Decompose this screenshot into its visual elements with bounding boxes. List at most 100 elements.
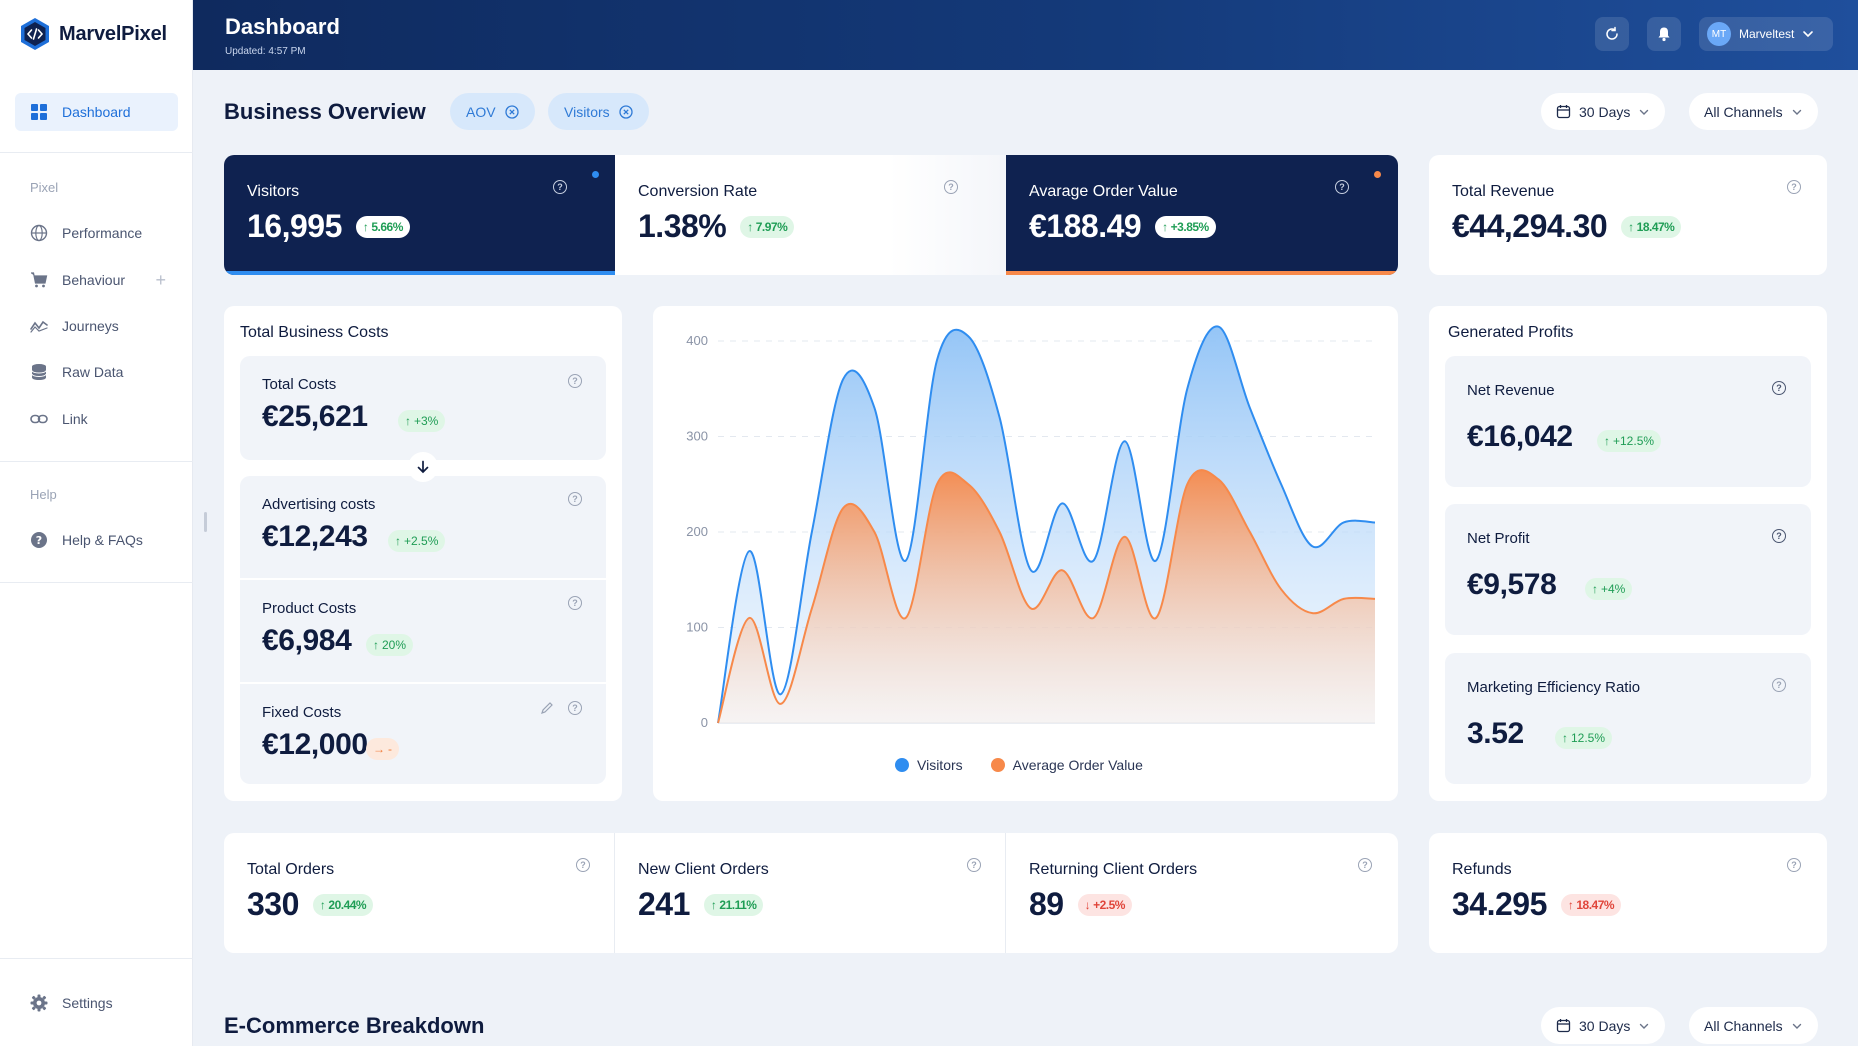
area-chart[interactable]: 0 100 200 300 400 xyxy=(653,306,1398,746)
kpi-change-badge: ↑ 18.47% xyxy=(1560,893,1622,916)
kpi-value-row: 241 ↑ 21.11% xyxy=(638,886,764,923)
notifications-button[interactable] xyxy=(1647,17,1681,51)
sidebar-resize-handle[interactable] xyxy=(204,512,207,532)
info-icon[interactable]: ? xyxy=(967,858,981,872)
card-title: Total Business Costs xyxy=(240,324,389,341)
profit-item-net-profit[interactable]: Net Profit €9,578 ↑ +4% ? xyxy=(1445,504,1811,635)
cost-item-fixed[interactable]: Fixed Costs €12,000 → - ? xyxy=(240,684,606,784)
profit-label: Net Profit xyxy=(1467,530,1530,547)
user-menu[interactable]: MT Marveltest xyxy=(1699,17,1833,51)
info-icon[interactable]: ? xyxy=(553,180,567,194)
sidebar-item-label: Behaviour xyxy=(62,272,126,288)
ecommerce-channel-dropdown[interactable]: All Channels xyxy=(1689,1007,1818,1044)
cost-change: +2.5% xyxy=(404,534,439,548)
info-icon[interactable]: ? xyxy=(568,374,582,388)
cost-item-total-costs[interactable]: Total Costs €25,621 ↑ +3% ? xyxy=(240,356,606,460)
info-icon[interactable]: ? xyxy=(568,596,582,610)
y-tick-label: 100 xyxy=(686,620,708,635)
kpi-card-total-revenue[interactable]: Total Revenue €44,294.30 ↑ 18.47% ? xyxy=(1429,155,1827,275)
kpi-value: 1.38% xyxy=(638,208,727,244)
profit-change: +12.5% xyxy=(1613,434,1655,448)
kpi-card-refunds[interactable]: Refunds 34.295 ↑ 18.47% ? xyxy=(1429,833,1827,953)
cost-label: Total Costs xyxy=(262,376,337,393)
kpi-card-new-client-orders[interactable]: New Client Orders 241 ↑ 21.11% ? xyxy=(615,833,1006,953)
active-underline xyxy=(224,271,615,275)
info-icon[interactable]: ? xyxy=(1772,678,1786,692)
kpi-card-average-order-value[interactable]: Avarage Order Value €188.49 ↑ +3.85% ? xyxy=(1006,155,1398,275)
sidebar-item-raw-data[interactable]: Raw Data xyxy=(15,353,178,391)
kpi-card-total-orders[interactable]: Total Orders 330 ↑ 20.44% ? xyxy=(224,833,615,953)
kpi-value: 241 xyxy=(638,886,690,922)
period-dropdown[interactable]: 30 Days xyxy=(1541,93,1666,130)
cost-change-badge: ↑ 20% xyxy=(366,634,414,656)
kpi-label: Total Orders xyxy=(247,861,335,878)
chevron-down-icon xyxy=(1640,109,1649,115)
kpi-change-badge: ↓ +2.5% xyxy=(1077,893,1132,916)
cost-breakdown-group: Advertising costs €12,243 ↑ +2.5% ? Prod… xyxy=(240,476,606,784)
info-icon[interactable]: ? xyxy=(1335,180,1349,194)
channel-dropdown[interactable]: All Channels xyxy=(1689,93,1818,130)
info-icon[interactable]: ? xyxy=(576,858,590,872)
chip-label: Visitors xyxy=(564,103,610,120)
sidebar-item-dashboard[interactable]: Dashboard xyxy=(15,93,178,131)
cost-change: - xyxy=(388,742,392,756)
info-icon[interactable]: ? xyxy=(1772,529,1786,543)
legend-item-aov[interactable]: Average Order Value xyxy=(990,757,1143,773)
cost-item-product[interactable]: Product Costs €6,984 ↑ 20% ? xyxy=(240,580,606,682)
kpi-card-returning-client-orders[interactable]: Returning Client Orders 89 ↓ +2.5% ? xyxy=(1006,833,1398,953)
sidebar-item-journeys[interactable]: Journeys xyxy=(15,307,178,345)
sidebar-item-label: Dashboard xyxy=(62,104,131,120)
chevron-down-icon xyxy=(1640,1023,1649,1029)
series-indicator-dot xyxy=(592,171,599,178)
profit-value: €16,042 xyxy=(1467,420,1573,453)
kpi-card-visitors[interactable]: Visitors 16,995 ↑ 5.66% ? xyxy=(224,155,615,275)
info-icon[interactable]: ? xyxy=(568,701,582,715)
info-icon[interactable]: ? xyxy=(1787,180,1801,194)
sidebar-item-link[interactable]: Link xyxy=(15,400,178,438)
cart-icon xyxy=(31,272,48,288)
calendar-icon xyxy=(1556,105,1571,119)
info-icon[interactable]: ? xyxy=(1787,858,1801,872)
sidebar-divider xyxy=(0,152,193,153)
legend-label: Average Order Value xyxy=(1012,757,1143,773)
filter-chip-aov[interactable]: AOV xyxy=(450,93,535,130)
info-icon[interactable]: ? xyxy=(1772,381,1786,395)
kpi-change-badge: ↑ 18.47% xyxy=(1621,215,1682,238)
close-icon[interactable] xyxy=(619,104,633,119)
cost-value: €6,984 xyxy=(262,624,352,657)
cost-item-advertising[interactable]: Advertising costs €12,243 ↑ +2.5% ? xyxy=(240,476,606,578)
sidebar-item-performance[interactable]: Performance xyxy=(15,214,178,252)
close-icon[interactable] xyxy=(504,104,519,119)
chevron-down-icon xyxy=(1792,109,1801,115)
profit-item-marketing-efficiency-ratio[interactable]: Marketing Efficiency Ratio 3.52 ↑ 12.5% … xyxy=(1445,653,1811,784)
chevron-down-icon xyxy=(1792,1023,1801,1029)
refresh-button[interactable] xyxy=(1595,17,1629,51)
sidebar-item-settings[interactable]: Settings xyxy=(15,984,178,1022)
app-logo[interactable]: MarvelPixel xyxy=(20,17,167,51)
legend-item-visitors[interactable]: Visitors xyxy=(895,757,963,773)
kpi-change: 5.66% xyxy=(371,219,403,234)
kpi-value-row: 89 ↓ +2.5% xyxy=(1029,886,1132,923)
profit-label: Net Revenue xyxy=(1467,382,1555,399)
sidebar-item-behaviour[interactable]: Behaviour + xyxy=(15,261,178,299)
sidebar-item-help-faqs[interactable]: ? Help & FAQs xyxy=(15,521,178,559)
info-icon[interactable]: ? xyxy=(1358,858,1372,872)
kpi-change-badge: ↑ 20.44% xyxy=(312,893,374,916)
filter-chip-visitors[interactable]: Visitors xyxy=(548,93,649,130)
kpi-change-badge: ↑ +3.85% xyxy=(1155,215,1216,238)
edit-icon[interactable] xyxy=(540,701,554,715)
chevron-down-icon xyxy=(1803,31,1814,38)
series-area-average-order-value xyxy=(718,470,1375,723)
ecommerce-period-dropdown[interactable]: 30 Days xyxy=(1541,1007,1666,1044)
info-icon[interactable]: ? xyxy=(568,492,582,506)
sidebar-item-label: Raw Data xyxy=(62,364,124,380)
kpi-value: €44,294.30 xyxy=(1452,208,1608,244)
chart-card: 0 100 200 300 400 Visitors Average Order Val… xyxy=(653,306,1398,801)
sidebar-divider xyxy=(0,582,193,583)
add-icon[interactable]: + xyxy=(155,269,166,290)
info-icon[interactable]: ? xyxy=(944,180,958,194)
kpi-label: Total Revenue xyxy=(1452,183,1555,200)
kpi-card-conversion-rate[interactable]: Conversion Rate 1.38% ↑ 7.97% ? xyxy=(615,155,1006,275)
sidebar: MarvelPixel Dashboard Pixel Performance … xyxy=(0,0,193,1046)
profit-item-net-revenue[interactable]: Net Revenue €16,042 ↑ +12.5% ? xyxy=(1445,356,1811,487)
